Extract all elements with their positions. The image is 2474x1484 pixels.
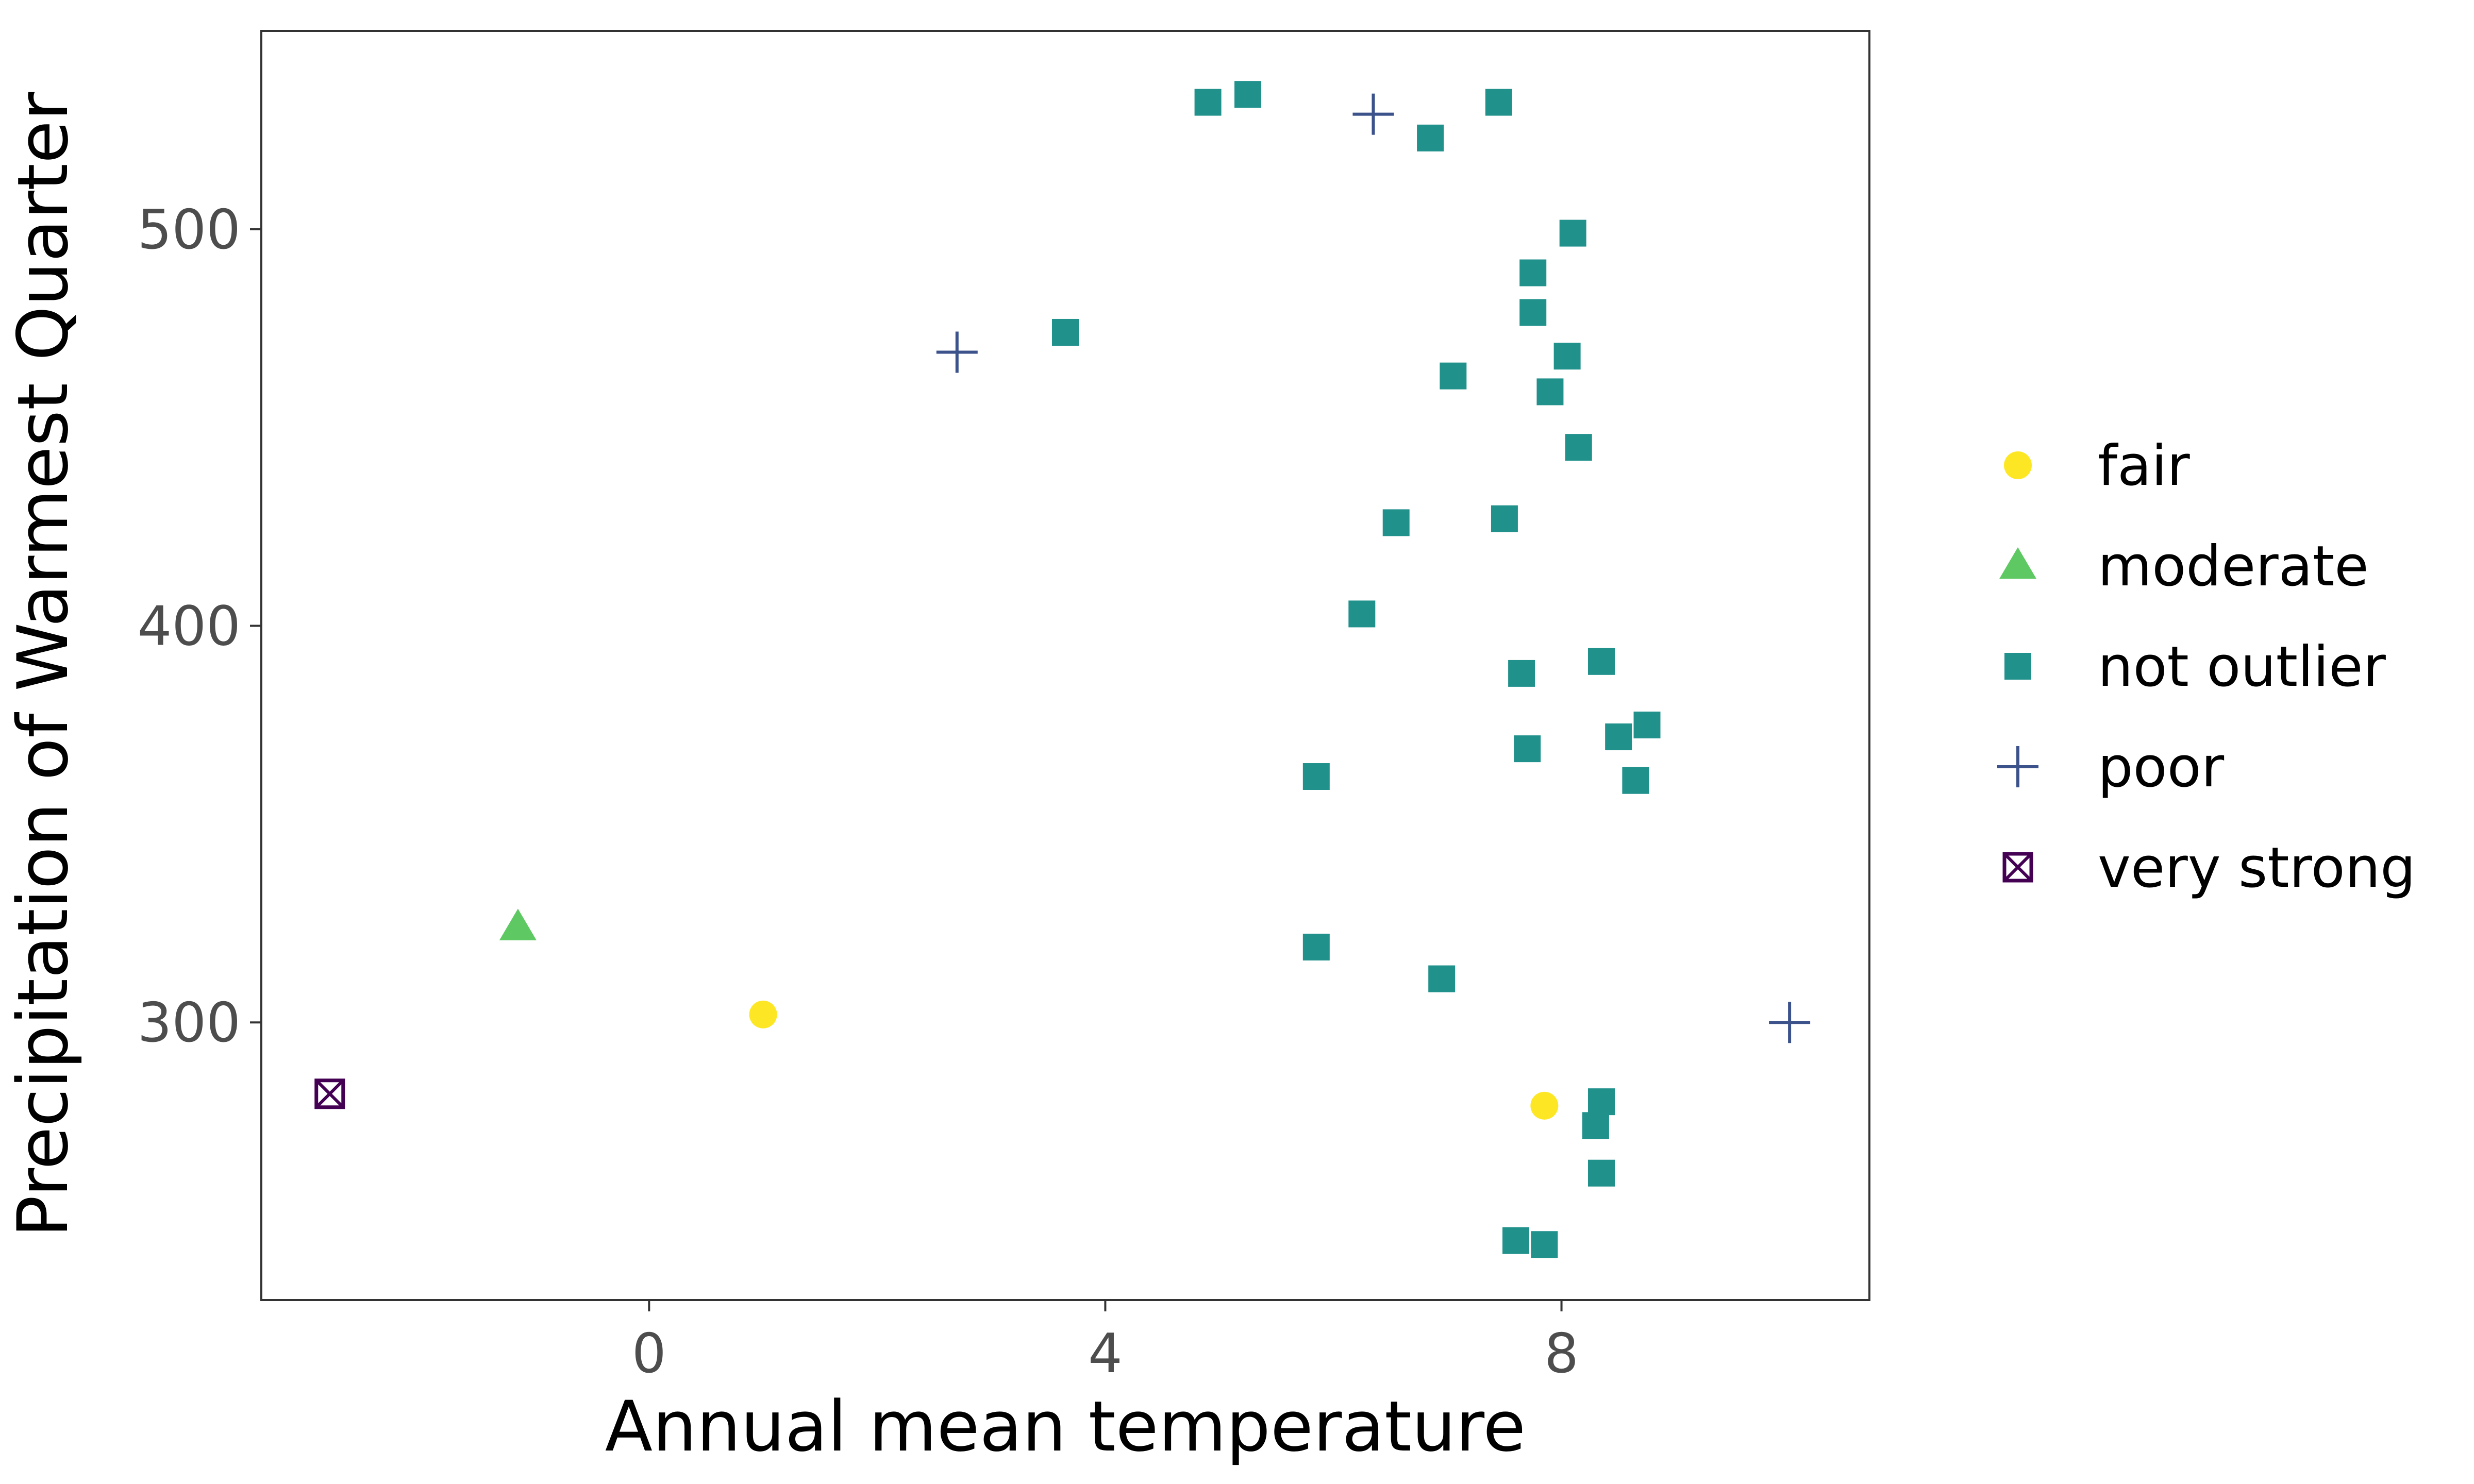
point-not-outlier — [1234, 81, 1262, 108]
point-not-outlier — [1382, 509, 1410, 536]
x-axis: 0 4 8 — [632, 1300, 1579, 1385]
point-fair — [1530, 1091, 1559, 1120]
point-not-outlier — [1588, 1088, 1615, 1116]
point-not-outlier — [1052, 318, 1079, 346]
point-not-outlier — [1559, 220, 1586, 247]
plot-panel — [260, 30, 1870, 1301]
point-not-outlier — [1605, 723, 1632, 751]
point-not-outlier — [1440, 362, 1467, 390]
point-not-outlier — [1302, 763, 1330, 790]
legend: fair moderate not outlier poor very strong — [1997, 434, 2416, 900]
x-axis-title: Annual mean temperature — [605, 1386, 1526, 1467]
y-axis: 300 400 500 — [138, 198, 261, 1054]
point-poor — [1352, 93, 1394, 135]
legend-label-not-outlier: not outlier — [2098, 635, 2386, 699]
point-not-outlier — [1502, 1227, 1530, 1254]
point-fair — [749, 1000, 777, 1028]
point-not-outlier — [1428, 965, 1456, 992]
y-axis-title: Precipitation of Warmest Quarter — [3, 92, 83, 1237]
point-not-outlier — [1519, 259, 1547, 286]
legend-label-poor: poor — [2098, 735, 2225, 800]
point-very-strong — [314, 1078, 345, 1109]
x-tick-label: 8 — [1544, 1322, 1579, 1385]
point-not-outlier — [1302, 933, 1330, 960]
point-not-outlier — [1588, 1159, 1615, 1187]
legend-key-very-strong — [2002, 852, 2033, 883]
point-not-outlier — [1582, 1112, 1609, 1139]
x-tick-label: 4 — [1088, 1322, 1123, 1385]
point-not-outlier — [1485, 89, 1512, 116]
legend-key-not-outlier — [2004, 653, 2031, 680]
legend-label-very-strong: very strong — [2098, 836, 2416, 900]
y-tick-label: 400 — [138, 595, 241, 658]
point-not-outlier — [1417, 124, 1444, 151]
point-not-outlier — [1508, 660, 1535, 687]
point-poor — [1769, 1002, 1811, 1043]
point-not-outlier — [1622, 767, 1649, 794]
x-tick-label: 0 — [632, 1322, 666, 1385]
point-not-outlier — [1633, 711, 1661, 738]
point-not-outlier — [1588, 648, 1615, 675]
data-points — [314, 81, 1811, 1258]
legend-label-moderate: moderate — [2098, 534, 2369, 599]
point-not-outlier — [1531, 1231, 1558, 1258]
legend-label-fair: fair — [2098, 434, 2190, 498]
point-not-outlier — [1194, 89, 1222, 116]
y-tick-label: 300 — [138, 991, 241, 1054]
point-moderate — [499, 908, 537, 940]
point-not-outlier — [1536, 378, 1564, 406]
point-not-outlier — [1491, 505, 1518, 532]
point-poor — [936, 331, 978, 373]
legend-key-poor — [1997, 746, 2038, 787]
point-not-outlier — [1553, 343, 1581, 370]
y-tick-label: 500 — [138, 198, 241, 261]
legend-key-fair — [2004, 451, 2032, 479]
point-not-outlier — [1348, 600, 1376, 628]
legend-key-moderate — [1999, 547, 2036, 579]
point-not-outlier — [1514, 735, 1541, 763]
point-not-outlier — [1565, 434, 1592, 461]
point-not-outlier — [1519, 299, 1547, 326]
